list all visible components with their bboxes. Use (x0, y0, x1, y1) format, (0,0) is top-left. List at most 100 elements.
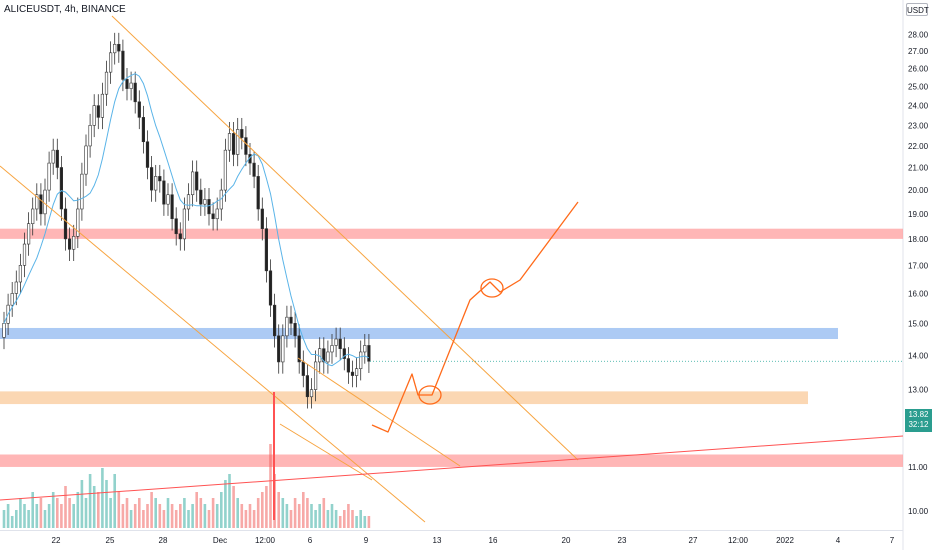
x-tick-label: 23 (618, 536, 627, 545)
y-tick-label: 17.00 (908, 261, 929, 270)
volume-bar (23, 504, 26, 528)
candle-body (162, 180, 166, 205)
candle-body (80, 173, 84, 210)
candle-body (129, 82, 133, 89)
candle-body (104, 71, 109, 95)
volume-bar (60, 504, 63, 528)
y-tick-label: 11.00 (908, 463, 928, 472)
projection-loop (480, 278, 504, 298)
zone-support-mid (0, 327, 838, 340)
candle-body (281, 335, 285, 363)
candle-body (354, 368, 359, 376)
volume-bar (92, 486, 96, 528)
candle-body (43, 189, 47, 215)
candle-body (240, 129, 244, 138)
y-tick-label: 27.00 (908, 47, 929, 56)
volume-bar (113, 474, 116, 528)
volume-bar (265, 486, 268, 528)
volume-bar (64, 486, 67, 528)
small-channel-lower-line (279, 423, 373, 481)
volume-bar (133, 504, 137, 528)
volume-bar (101, 468, 104, 528)
volume-bar (310, 504, 313, 528)
volume-bar (199, 498, 203, 528)
x-tick-label: 12:00 (255, 536, 276, 545)
candle-body (39, 194, 43, 215)
volume-bar (256, 498, 260, 528)
candle-body (313, 361, 318, 390)
candle-body (2, 323, 6, 338)
candle-body (326, 351, 330, 363)
small-channel-line (297, 357, 461, 467)
candle-body (199, 189, 203, 205)
volume-bar (363, 516, 367, 528)
candle-body (277, 335, 281, 363)
volume-bar (293, 498, 297, 528)
volume-bar (351, 510, 354, 528)
candle-body (178, 233, 182, 240)
volume-bar (306, 498, 309, 528)
y-tick-label: 19.00 (908, 210, 929, 219)
x-tick-label: 28 (159, 536, 168, 545)
volume-bar (318, 504, 321, 528)
volume-bar (338, 516, 342, 528)
candle-body (268, 270, 273, 306)
volume-bar (232, 486, 235, 528)
volume-bar (162, 510, 166, 528)
candle-body (125, 79, 129, 89)
volume-bar (129, 510, 133, 528)
candle-body (252, 162, 256, 177)
candle-body (72, 236, 76, 250)
volume-bar (244, 510, 248, 528)
y-tick-label: 15.00 (908, 319, 929, 328)
candle-body (334, 338, 338, 346)
x-tick-label: 27 (689, 536, 698, 545)
candle-body (22, 243, 27, 266)
volume-bar (31, 492, 34, 528)
candle-body (170, 194, 174, 220)
trend-line (0, 435, 904, 501)
candle-body (203, 199, 207, 205)
candle-body (154, 176, 158, 191)
volume-bar (39, 498, 43, 528)
candle-body (137, 101, 141, 118)
volume-bar (43, 510, 47, 528)
candle-body (367, 345, 371, 362)
currency-button[interactable]: USDT (906, 3, 929, 16)
candle-body (330, 345, 334, 353)
candle-body (350, 371, 355, 376)
volume-bar (166, 498, 170, 528)
volume-bar (269, 444, 272, 528)
y-tick-label: 25.00 (908, 83, 929, 92)
volume-bar (183, 498, 186, 528)
symbol-label: ALICEUSDT, 4h, BINANCE (4, 4, 126, 15)
volume-bar (367, 516, 371, 528)
x-tick-label: 25 (106, 536, 115, 545)
candle-body (297, 335, 301, 363)
volume-bar (174, 510, 178, 528)
volume-bar (56, 498, 59, 528)
y-tick-label: 23.00 (908, 121, 929, 130)
candle-body (145, 141, 150, 168)
volume-bar (97, 492, 100, 528)
candle-body (272, 304, 277, 337)
candle-body (227, 133, 232, 151)
volume-bar (76, 492, 80, 528)
candle-body (88, 125, 92, 147)
candle-body (301, 361, 305, 376)
candle-body (256, 176, 260, 210)
x-tick-label: 20 (562, 536, 571, 545)
candle-body (10, 293, 14, 306)
candle-body (223, 149, 228, 191)
y-tick-label: 28.00 (908, 30, 929, 39)
volume-bar (355, 516, 358, 528)
candle-body (232, 133, 236, 155)
candle-body (186, 194, 191, 210)
volume-bar (47, 504, 51, 528)
candle-body (18, 265, 23, 283)
candle-body (158, 176, 162, 182)
candle-body (113, 43, 117, 54)
volume-bar (2, 510, 6, 528)
